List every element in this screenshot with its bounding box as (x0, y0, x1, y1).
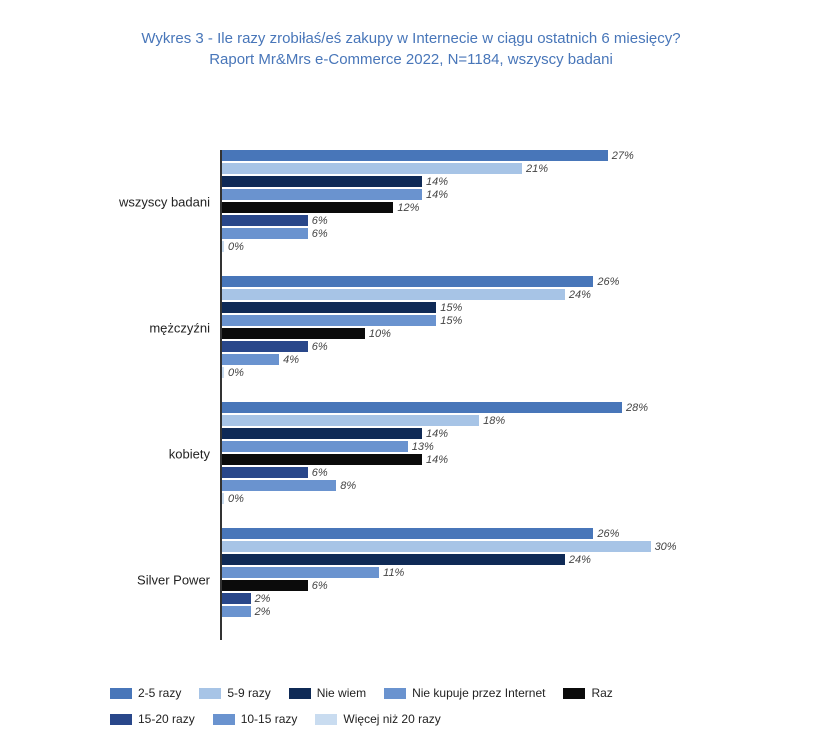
bar: 8% (222, 480, 336, 491)
bar-value-label: 18% (483, 415, 505, 427)
bar: 2% (222, 606, 251, 617)
legend-item: 10-15 razy (213, 712, 298, 726)
legend-swatch (384, 688, 406, 699)
bar-value-label: 28% (626, 402, 648, 414)
bar-value-label: 6% (312, 467, 328, 479)
bar: 24% (222, 289, 565, 300)
bar-value-label: 14% (426, 189, 448, 201)
bar-value-label: 8% (340, 480, 356, 492)
group-label: mężczyźni (60, 321, 210, 336)
bar: 11% (222, 567, 379, 578)
bar: 14% (222, 176, 422, 187)
bar-value-label: 14% (426, 428, 448, 440)
bar: 2% (222, 593, 251, 604)
bar-group: Silver Power26%30%24%11%6%2%2% (60, 528, 760, 632)
bar: 24% (222, 554, 565, 565)
bar: 6% (222, 580, 308, 591)
bar-value-label: 26% (597, 276, 619, 288)
legend-label: Więcej niż 20 razy (343, 712, 440, 726)
bar-value-label: 6% (312, 215, 328, 227)
bar: 0% (222, 367, 224, 378)
bar: 18% (222, 415, 479, 426)
legend-swatch (110, 688, 132, 699)
legend-swatch (213, 714, 235, 725)
legend-label: 5-9 razy (227, 686, 270, 700)
bar-value-label: 24% (569, 289, 591, 301)
bar: 27% (222, 150, 608, 161)
bar-value-label: 21% (526, 163, 548, 175)
bar: 4% (222, 354, 279, 365)
bar-value-label: 6% (312, 341, 328, 353)
bar: 15% (222, 315, 436, 326)
chart-area: wszyscy badani27%21%14%14%12%6%6%0%mężcz… (60, 150, 760, 640)
bar-group: mężczyźni26%24%15%15%10%6%4%0% (60, 276, 760, 380)
legend-swatch (563, 688, 585, 699)
legend-label: 2-5 razy (138, 686, 181, 700)
legend-label: 15-20 razy (138, 712, 195, 726)
bar-value-label: 4% (283, 354, 299, 366)
bar-value-label: 10% (369, 328, 391, 340)
bar: 10% (222, 328, 365, 339)
bar-value-label: 30% (655, 541, 677, 553)
bar: 6% (222, 467, 308, 478)
bar-value-label: 0% (228, 367, 244, 379)
bar-value-label: 11% (383, 567, 404, 579)
bar: 0% (222, 493, 224, 504)
bar: 26% (222, 528, 593, 539)
bar: 26% (222, 276, 593, 287)
bar: 14% (222, 189, 422, 200)
bar: 14% (222, 428, 422, 439)
bar: 15% (222, 302, 436, 313)
bar-group: kobiety28%18%14%13%14%6%8%0% (60, 402, 760, 506)
bar: 12% (222, 202, 393, 213)
legend-item: 2-5 razy (110, 686, 181, 700)
bar: 6% (222, 215, 308, 226)
bar-value-label: 14% (426, 454, 448, 466)
bar: 6% (222, 228, 308, 239)
legend: 2-5 razy 5-9 razy Nie wiem Nie kupuje przez… (110, 686, 782, 732)
legend-label: Nie wiem (317, 686, 366, 700)
bar-value-label: 2% (255, 593, 271, 605)
bar-value-label: 6% (312, 580, 328, 592)
bar-value-label: 13% (412, 441, 434, 453)
bar: 30% (222, 541, 651, 552)
bar-value-label: 26% (597, 528, 619, 540)
group-label: wszyscy badani (60, 195, 210, 210)
bar: 6% (222, 341, 308, 352)
legend-item: Nie kupuje przez Internet (384, 686, 545, 700)
bar-value-label: 15% (440, 315, 462, 327)
group-label: Silver Power (60, 573, 210, 588)
legend-swatch (315, 714, 337, 725)
bar-value-label: 0% (228, 241, 244, 253)
chart-title-line1: Wykres 3 - Ile razy zrobiłaś/eś zakupy w… (141, 30, 680, 47)
legend-item: 5-9 razy (199, 686, 270, 700)
legend-item: Więcej niż 20 razy (315, 712, 440, 726)
group-label: kobiety (60, 447, 210, 462)
bar-value-label: 2% (255, 606, 271, 618)
bar-value-label: 24% (569, 554, 591, 566)
bar-value-label: 12% (397, 202, 419, 214)
bar: 21% (222, 163, 522, 174)
bar: 13% (222, 441, 408, 452)
bar-group: wszyscy badani27%21%14%14%12%6%6%0% (60, 150, 760, 254)
legend-item: Nie wiem (289, 686, 366, 700)
chart-title-line2: Raport Mr&Mrs e-Commerce 2022, N=1184, w… (209, 51, 613, 68)
chart-title: Wykres 3 - Ile razy zrobiłaś/eś zakupy w… (0, 28, 822, 70)
bar-value-label: 15% (440, 302, 462, 314)
legend-item: 15-20 razy (110, 712, 195, 726)
bar: 0% (222, 241, 224, 252)
legend-label: Raz (591, 686, 612, 700)
bar-value-label: 6% (312, 228, 328, 240)
legend-label: 10-15 razy (241, 712, 298, 726)
bar-value-label: 27% (612, 150, 634, 162)
legend-swatch (289, 688, 311, 699)
legend-item: Raz (563, 686, 612, 700)
bar: 28% (222, 402, 622, 413)
legend-swatch (110, 714, 132, 725)
bar-value-label: 14% (426, 176, 448, 188)
bar-value-label: 0% (228, 493, 244, 505)
legend-swatch (199, 688, 221, 699)
bar: 14% (222, 454, 422, 465)
legend-label: Nie kupuje przez Internet (412, 686, 545, 700)
